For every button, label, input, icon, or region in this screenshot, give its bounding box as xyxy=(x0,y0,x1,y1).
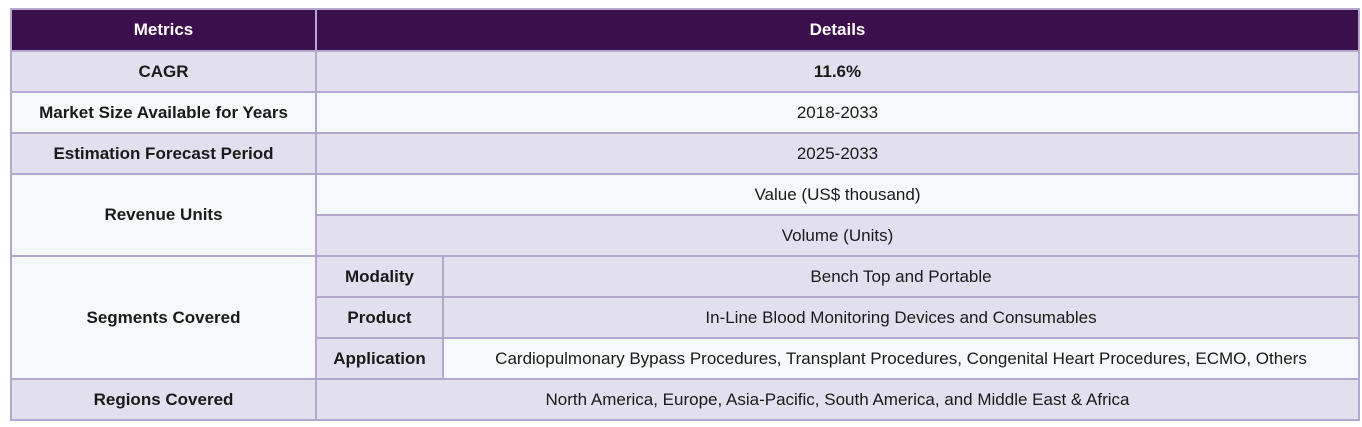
revenue-value-detail: Value (US$ thousand) xyxy=(315,173,1360,216)
regions-covered-detail: North America, Europe, Asia-Pacific, Sou… xyxy=(315,378,1360,421)
market-size-detail: 2018-2033 xyxy=(315,91,1360,134)
revenue-volume-detail: Volume (Units) xyxy=(315,214,1360,257)
segments-covered-metric: Segments Covered xyxy=(10,255,317,380)
table-row-cagr: CAGR 11.6% xyxy=(10,50,1360,93)
segment-detail-application: Cardiopulmonary Bypass Procedures, Trans… xyxy=(442,337,1360,380)
segment-label-modality: Modality xyxy=(315,255,444,298)
market-size-metric: Market Size Available for Years xyxy=(10,91,317,134)
forecast-detail: 2025-2033 xyxy=(315,132,1360,175)
regions-covered-metric: Regions Covered xyxy=(10,378,317,421)
table-row-revenue-volume: Volume (Units) xyxy=(11,214,1360,257)
segment-detail-modality: Bench Top and Portable xyxy=(442,255,1360,298)
segment-label-application: Application xyxy=(315,337,444,380)
segment-detail-product: In-Line Blood Monitoring Devices and Con… xyxy=(442,296,1360,339)
table-header-row: Metrics Details xyxy=(10,8,1360,52)
table-row-segment-application: Application Cardiopulmonary Bypass Proce… xyxy=(11,337,1360,380)
details-column-header: Details xyxy=(315,8,1360,52)
table-row-forecast: Estimation Forecast Period 2025-2033 xyxy=(10,132,1360,175)
revenue-units-metric: Revenue Units xyxy=(10,173,317,257)
table-row-revenue-value: Revenue Units Value (US$ thousand) xyxy=(10,173,1360,257)
forecast-metric: Estimation Forecast Period xyxy=(10,132,317,175)
report-metrics-table-wrapper: Metrics Details CAGR 11.6% Market Size A… xyxy=(10,8,1360,421)
table-row-segment-product: Product In-Line Blood Monitoring Devices… xyxy=(11,296,1360,339)
segment-label-product: Product xyxy=(315,296,444,339)
report-metrics-table: Metrics Details CAGR 11.6% Market Size A… xyxy=(10,8,1360,421)
metrics-column-header: Metrics xyxy=(10,8,317,52)
cagr-detail: 11.6% xyxy=(315,50,1360,93)
table-row-market-size: Market Size Available for Years 2018-203… xyxy=(10,91,1360,134)
table-row-regions: Regions Covered North America, Europe, A… xyxy=(10,378,1360,421)
cagr-metric: CAGR xyxy=(10,50,317,93)
table-row-segment-modality: Segments Covered Modality Bench Top and … xyxy=(10,255,1360,380)
